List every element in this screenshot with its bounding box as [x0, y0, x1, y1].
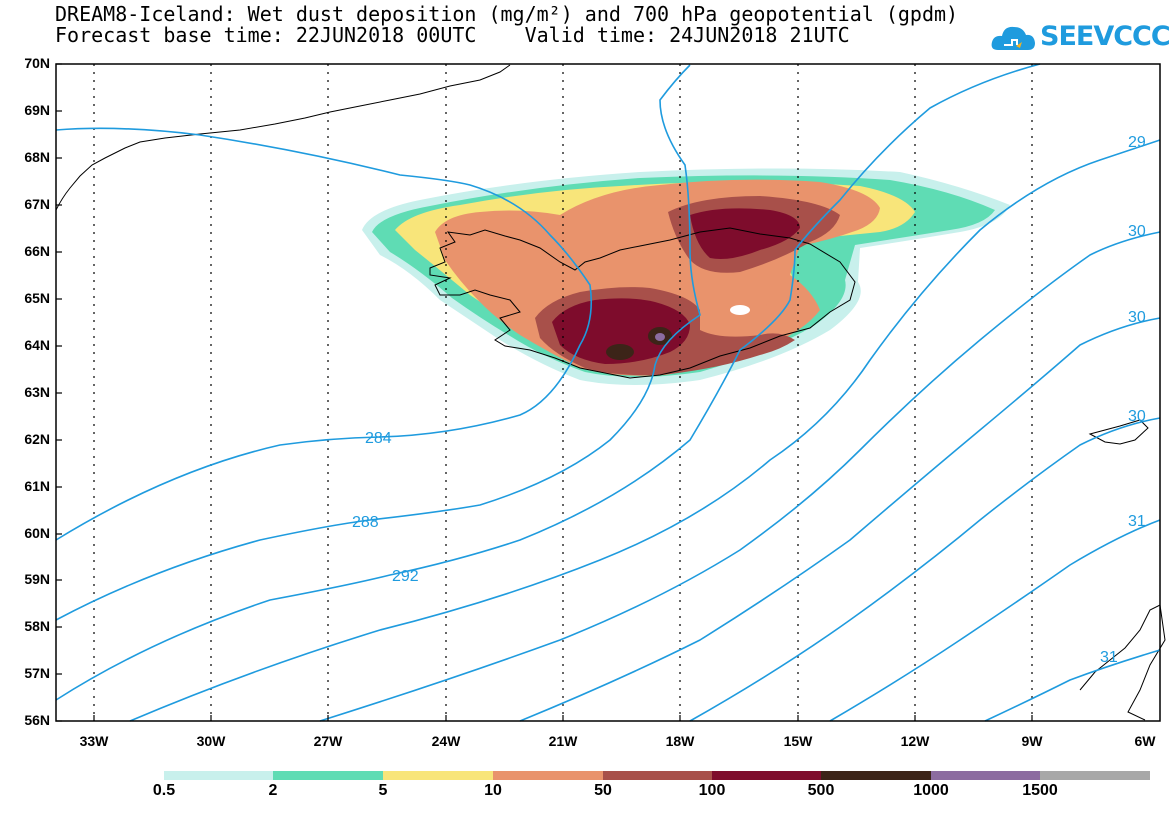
- lon-label: 21W: [548, 733, 578, 749]
- contour-line: [829, 519, 1161, 722]
- dust-deposition-field: [362, 168, 1010, 385]
- lat-label: 67N: [24, 196, 50, 212]
- contour-line: [55, 127, 593, 541]
- tick-marks: [56, 63, 1033, 722]
- lat-label: 60N: [24, 525, 50, 541]
- legend-label: 1500: [1022, 782, 1058, 799]
- lat-label: 69N: [24, 102, 50, 118]
- legend-label: 100: [698, 782, 726, 799]
- lat-label: 66N: [24, 243, 50, 259]
- contour-label: 30: [1128, 309, 1146, 326]
- contour-line: [519, 317, 1161, 722]
- legend-swatch: [821, 771, 931, 780]
- lat-label: 63N: [24, 384, 50, 400]
- legend-swatch: [383, 771, 493, 780]
- legend-label: 2: [268, 782, 278, 799]
- legend-label: 500: [807, 782, 835, 799]
- contour-label: 31: [1100, 649, 1118, 666]
- lat-label: 65N: [24, 290, 50, 306]
- contour-line: [319, 231, 1161, 722]
- lon-label: 9W: [1021, 733, 1043, 749]
- legend-label: 5: [378, 782, 388, 799]
- legend-swatch: [712, 771, 821, 780]
- dust-gap-1: [730, 305, 750, 315]
- lon-label: 6W: [1134, 733, 1156, 749]
- legend-label: 0.5: [152, 782, 176, 799]
- legend-label: 10: [484, 782, 502, 799]
- legend-swatch: [493, 771, 603, 780]
- contour-line: [55, 63, 1041, 701]
- cloud-icon: [991, 26, 1035, 50]
- lat-label: 62N: [24, 431, 50, 447]
- legend-label: 1000: [913, 782, 949, 799]
- lat-label: 57N: [24, 665, 50, 681]
- map-subtitle: Forecast base time: 22JUN2018 00UTC Vali…: [55, 23, 850, 47]
- contour-line: [984, 649, 1161, 722]
- lon-label: 30W: [196, 733, 226, 749]
- lat-label: 59N: [24, 571, 50, 587]
- legend-swatch: [164, 771, 273, 780]
- contour-label: 288: [352, 514, 379, 531]
- contour-label: 29: [1128, 134, 1146, 151]
- contour-label: 284: [365, 430, 392, 447]
- lon-label: 12W: [900, 733, 930, 749]
- lon-label: 33W: [79, 733, 109, 749]
- legend-swatch: [931, 771, 1040, 780]
- contour-line: [129, 139, 1161, 722]
- lon-label: 27W: [313, 733, 343, 749]
- contour-label: 30: [1128, 408, 1146, 425]
- lon-label: 24W: [431, 733, 461, 749]
- logo-text: SEEVCCC: [1040, 21, 1171, 52]
- contour-labels: 284 288 292 29 30 30 30 31 31: [352, 134, 1146, 666]
- contour-label: 31: [1128, 513, 1146, 530]
- dust-area-500: [606, 344, 634, 360]
- scotland-coast: [1079, 604, 1166, 721]
- lat-label: 68N: [24, 149, 50, 165]
- contour-label: 292: [392, 568, 419, 585]
- map-title: DREAM8-Iceland: Wet dust deposition (mg/…: [55, 2, 959, 26]
- contour-line: [55, 64, 701, 621]
- dust-area-100b: [690, 208, 800, 259]
- dust-area-1000: [655, 333, 665, 341]
- legend-swatch: [273, 771, 383, 780]
- faroe-coast: [1088, 419, 1149, 445]
- lon-label: 15W: [783, 733, 813, 749]
- iceland-coast: [429, 227, 856, 379]
- geopotential-contours: [55, 63, 1161, 722]
- dust-gap-2: [766, 300, 784, 310]
- contour-label: 30: [1128, 223, 1146, 240]
- dust-area-100: [552, 298, 690, 364]
- lat-label: 64N: [24, 337, 50, 353]
- legend-swatch: [1040, 771, 1150, 780]
- lat-label: 56N: [24, 712, 50, 728]
- legend-label: 50: [594, 782, 612, 799]
- lat-label: 70N: [24, 55, 50, 71]
- map-frame: [55, 63, 1161, 722]
- coastlines: [55, 64, 1166, 721]
- lat-label: 58N: [24, 618, 50, 634]
- greenland-coast: [55, 64, 511, 211]
- lat-label: 61N: [24, 478, 50, 494]
- grid: [93, 64, 1033, 721]
- lon-label: 18W: [665, 733, 695, 749]
- legend-swatch: [603, 771, 712, 780]
- contour-line: [689, 417, 1161, 722]
